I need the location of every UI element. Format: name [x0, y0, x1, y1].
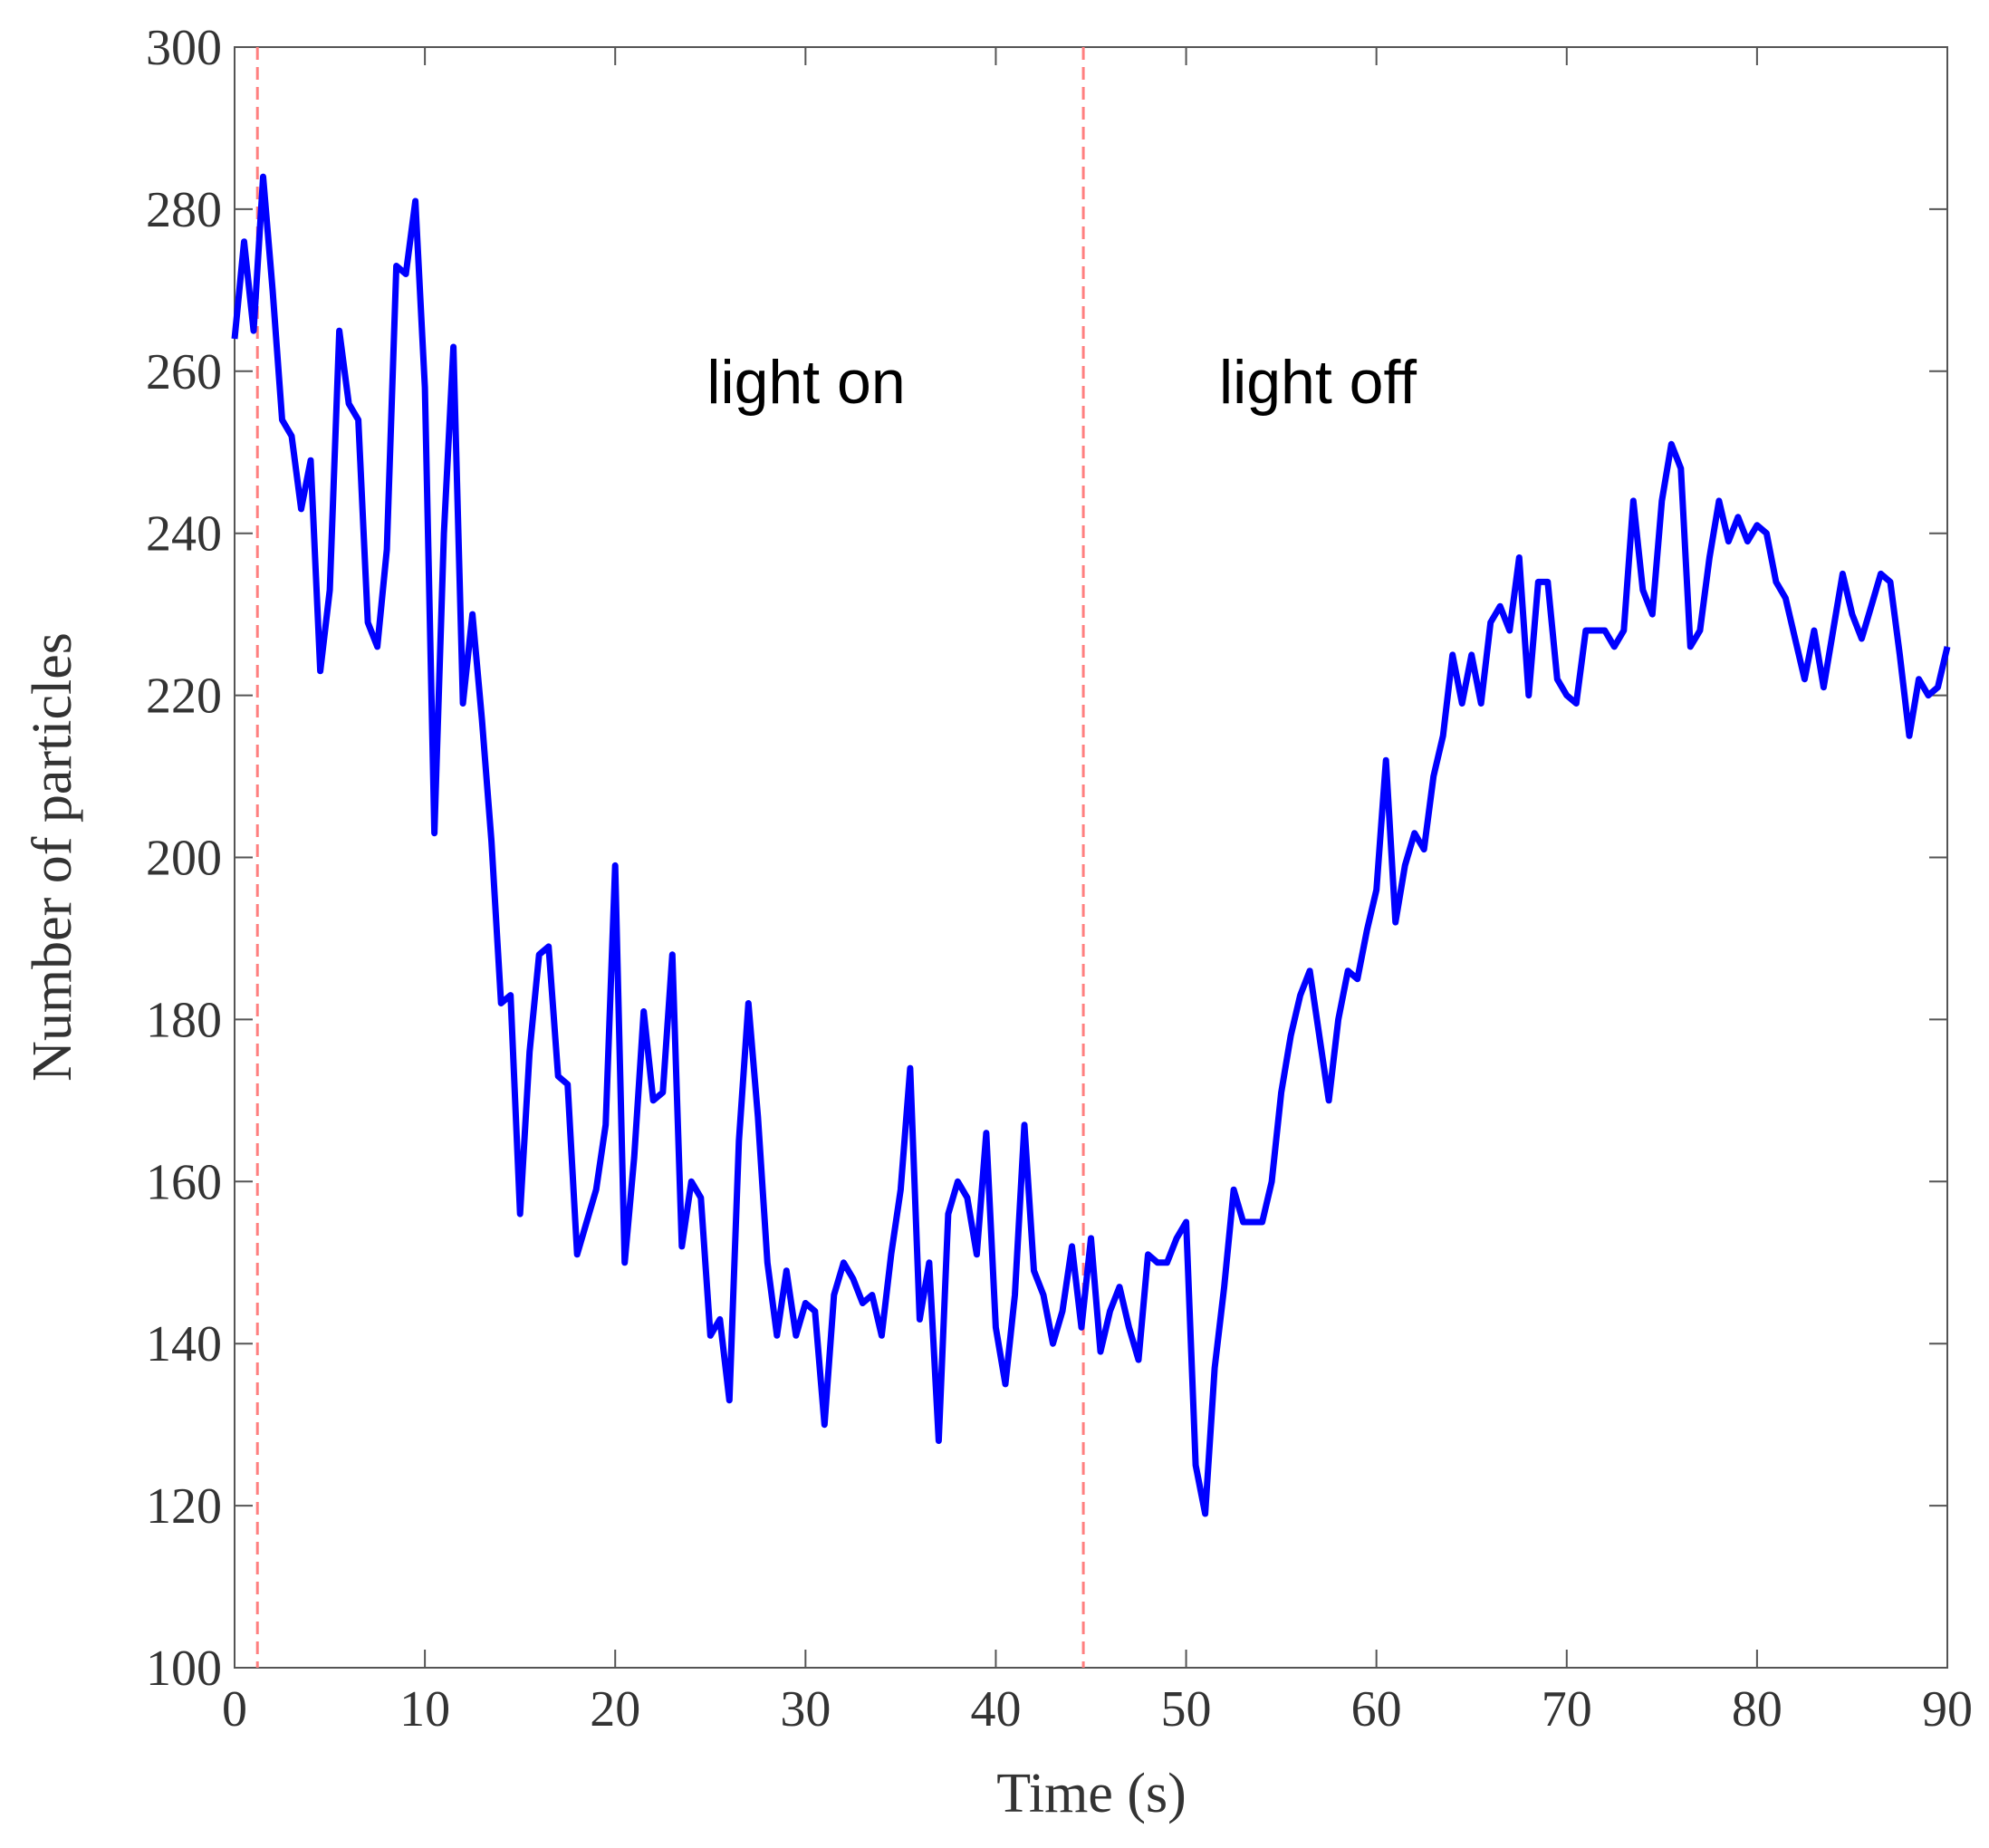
x-tick-label: 50 — [1161, 1681, 1212, 1737]
annotation: light on — [706, 348, 905, 417]
y-tick-label: 220 — [146, 669, 222, 725]
x-tick-label: 10 — [399, 1681, 450, 1737]
y-tick-label: 180 — [146, 992, 222, 1048]
x-tick-label: 60 — [1351, 1681, 1402, 1737]
y-tick-label: 100 — [146, 1641, 222, 1697]
plot-frame — [234, 46, 1948, 1669]
data-line — [231, 173, 1951, 1517]
y-tick-label: 160 — [146, 1154, 222, 1210]
x-axis-label: Time (s) — [996, 1763, 1187, 1824]
y-tick-label: 260 — [146, 344, 222, 400]
y-tick-label: 140 — [146, 1316, 222, 1372]
x-tick-label: 90 — [1922, 1681, 1973, 1737]
y-tick-label: 120 — [146, 1478, 222, 1535]
y-tick-label: 200 — [146, 831, 222, 887]
x-tick-label: 30 — [780, 1681, 831, 1737]
annotation: light off — [1219, 348, 1417, 417]
x-tick-label: 0 — [222, 1681, 247, 1737]
x-tick-label: 20 — [590, 1681, 640, 1737]
y-tick-label: 280 — [146, 182, 222, 238]
x-tick-label: 70 — [1542, 1681, 1592, 1737]
y-tick-label: 240 — [146, 506, 222, 563]
y-axis-label: Number of particles — [22, 632, 83, 1082]
x-tick-label: 80 — [1732, 1681, 1782, 1737]
y-tick-label: 300 — [146, 20, 222, 76]
x-tick-label: 40 — [970, 1681, 1021, 1737]
